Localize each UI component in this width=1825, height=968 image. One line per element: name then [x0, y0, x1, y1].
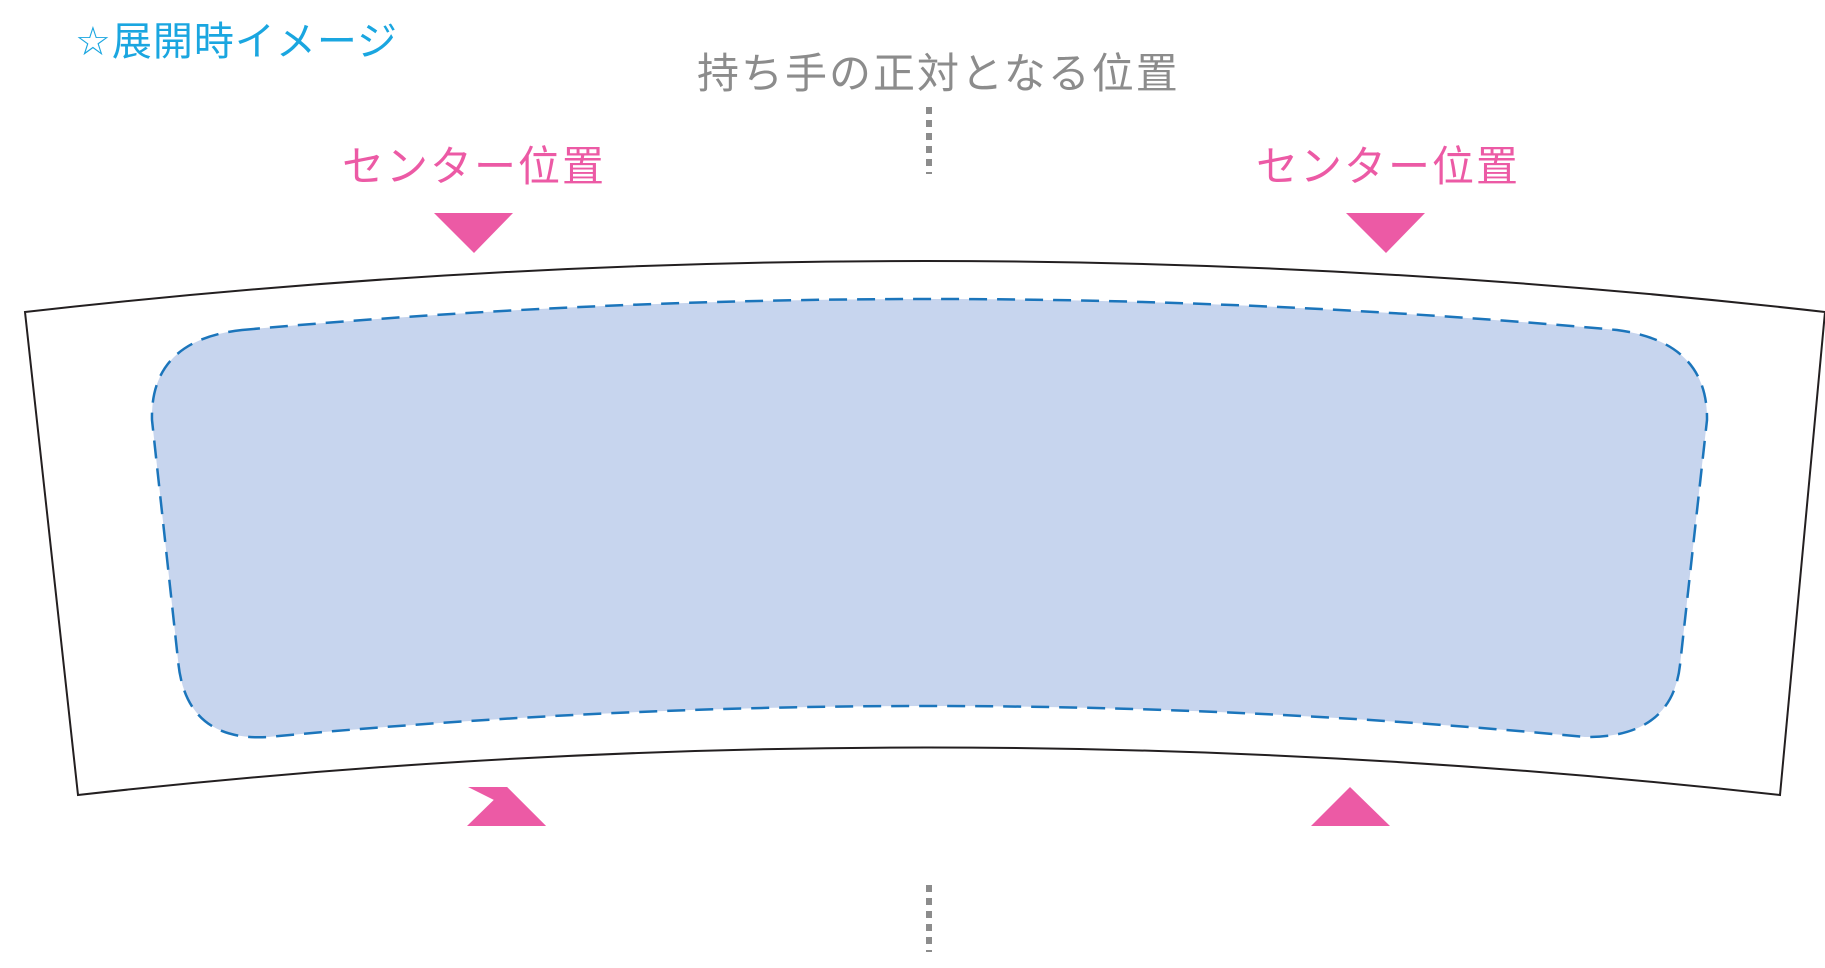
- center-marker-bottom-right: [1311, 787, 1390, 826]
- center-marker-bottom-left-shape: [467, 787, 546, 826]
- print-area: [152, 299, 1707, 737]
- center-marker-top-left: [434, 213, 513, 253]
- center-marker-top-right: [1346, 213, 1425, 253]
